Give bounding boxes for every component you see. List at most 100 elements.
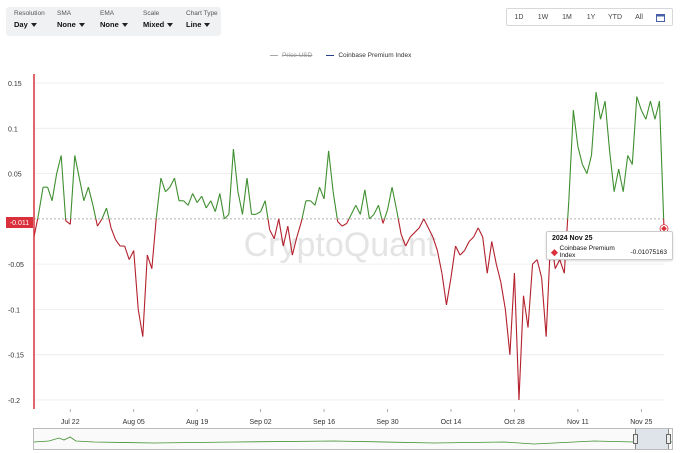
navigator-selection[interactable]	[633, 429, 671, 449]
navigator[interactable]	[33, 428, 673, 450]
series-segment	[400, 234, 407, 247]
series-segment	[581, 164, 588, 174]
chart-type-select[interactable]: Chart Type Line	[178, 7, 221, 36]
series-segment	[654, 101, 661, 120]
series-segment	[418, 218, 425, 229]
last-value-label: -0.011	[10, 220, 29, 227]
series-segment	[396, 209, 399, 219]
series-segment	[165, 186, 171, 193]
series-segment	[301, 200, 307, 219]
series-segment	[627, 155, 633, 165]
premium-index-chart[interactable]: CryptoQuant 0.150.10.050-0.05-0.1-0.15-0…	[0, 0, 680, 430]
series-segment	[382, 218, 386, 224]
range-1m-button[interactable]: 1M	[562, 13, 572, 21]
series-segment	[455, 245, 461, 256]
sma-label: SMA	[57, 10, 72, 17]
series-segment	[83, 187, 89, 201]
series-segment	[74, 155, 80, 179]
series-segment	[300, 218, 303, 222]
series-segment	[314, 187, 321, 206]
y-tick-label: -0.05	[8, 262, 24, 269]
series-segment	[468, 236, 475, 242]
range-1w-button[interactable]: 1W	[537, 13, 549, 21]
series-segment	[260, 200, 266, 212]
range-1y-button[interactable]: 1Y	[586, 13, 596, 21]
legend-price-usd[interactable]: Price USD	[270, 52, 312, 59]
series-segment	[522, 295, 529, 328]
series-segment	[323, 150, 330, 199]
ema-select[interactable]: EMA None	[92, 7, 135, 36]
series-segment	[459, 250, 465, 256]
legend-line-icon	[270, 54, 278, 57]
series-segment	[310, 200, 316, 206]
tooltip-value: -0.01075163	[630, 248, 667, 256]
range-all-button[interactable]: All	[635, 13, 643, 21]
series-segment	[246, 178, 253, 215]
navigator-left-handle[interactable]	[633, 434, 638, 444]
tooltip-series: Coinbase Premium Index	[559, 245, 615, 259]
series-segment	[214, 193, 221, 212]
series-segment	[282, 225, 289, 247]
legend-premium-index[interactable]: Coinbase Premium Index	[326, 52, 411, 59]
x-tick-label: Nov 25	[630, 419, 652, 426]
chart-controls: Resolution Day SMA None EMA None Scale Mixed…	[6, 7, 221, 36]
series-segment	[369, 213, 375, 220]
series-segment	[92, 205, 97, 219]
resolution-select[interactable]: Resolution Day	[6, 7, 49, 36]
series-segment	[337, 221, 343, 227]
series-segment	[631, 96, 638, 165]
last-value-badge	[6, 217, 33, 228]
series-segment	[110, 227, 117, 240]
range-ytd-button[interactable]: YTD	[608, 13, 622, 21]
series-segment	[96, 218, 103, 227]
data-tooltip: 2024 Nov 25 Coinbase Premium Index -0.010…	[546, 231, 673, 260]
calendar-icon[interactable]	[651, 13, 669, 22]
series-segment	[95, 218, 98, 227]
legend-line-icon	[326, 54, 335, 57]
series-segment	[536, 259, 543, 278]
series-segment	[78, 178, 85, 201]
range-selector: 1D 1W 1M 1Y YTD All	[506, 8, 673, 26]
x-tick-label: Sep 02	[250, 419, 272, 426]
y-tick-label: 0.05	[8, 172, 22, 179]
series-segment	[51, 173, 58, 201]
series-segment	[133, 250, 139, 310]
series-segment	[37, 214, 40, 219]
series-segment	[513, 273, 520, 400]
series-segment	[658, 101, 665, 219]
series-segment	[183, 200, 189, 206]
series-segment	[291, 236, 298, 256]
series-segment	[350, 205, 357, 215]
chevron-down-icon	[30, 22, 37, 27]
series-segment	[269, 229, 275, 240]
series-segment	[201, 196, 207, 209]
series-segment	[328, 150, 334, 192]
watermark: CryptoQuant	[244, 226, 437, 264]
series-segment	[509, 273, 515, 355]
series-segment	[554, 259, 561, 269]
tooltip-date: 2024 Nov 25	[552, 235, 593, 242]
series-segment	[373, 205, 379, 215]
series-segment	[491, 241, 497, 265]
scale-label: Scale	[143, 10, 160, 17]
series-segment	[414, 227, 420, 233]
series-segment	[146, 254, 153, 269]
series-segment	[486, 241, 493, 274]
y-tick-label: -0.15	[8, 353, 24, 360]
navigator-right-handle[interactable]	[666, 434, 671, 444]
x-tick-label: Sep 16	[313, 419, 335, 426]
ema-value: None	[100, 20, 119, 29]
series-segment	[56, 155, 62, 174]
sma-select[interactable]: SMA None	[49, 7, 92, 36]
series-segment	[278, 218, 284, 247]
chevron-down-icon	[204, 22, 211, 27]
chevron-down-icon	[78, 22, 85, 27]
series-segment	[228, 149, 234, 215]
series-segment	[187, 193, 194, 206]
range-1d-button[interactable]: 1D	[514, 13, 524, 21]
series-segment	[427, 227, 434, 238]
scale-select[interactable]: Scale Mixed	[135, 7, 178, 36]
series-segment	[568, 110, 574, 201]
series-segment	[169, 177, 175, 188]
series-segment	[192, 193, 198, 203]
